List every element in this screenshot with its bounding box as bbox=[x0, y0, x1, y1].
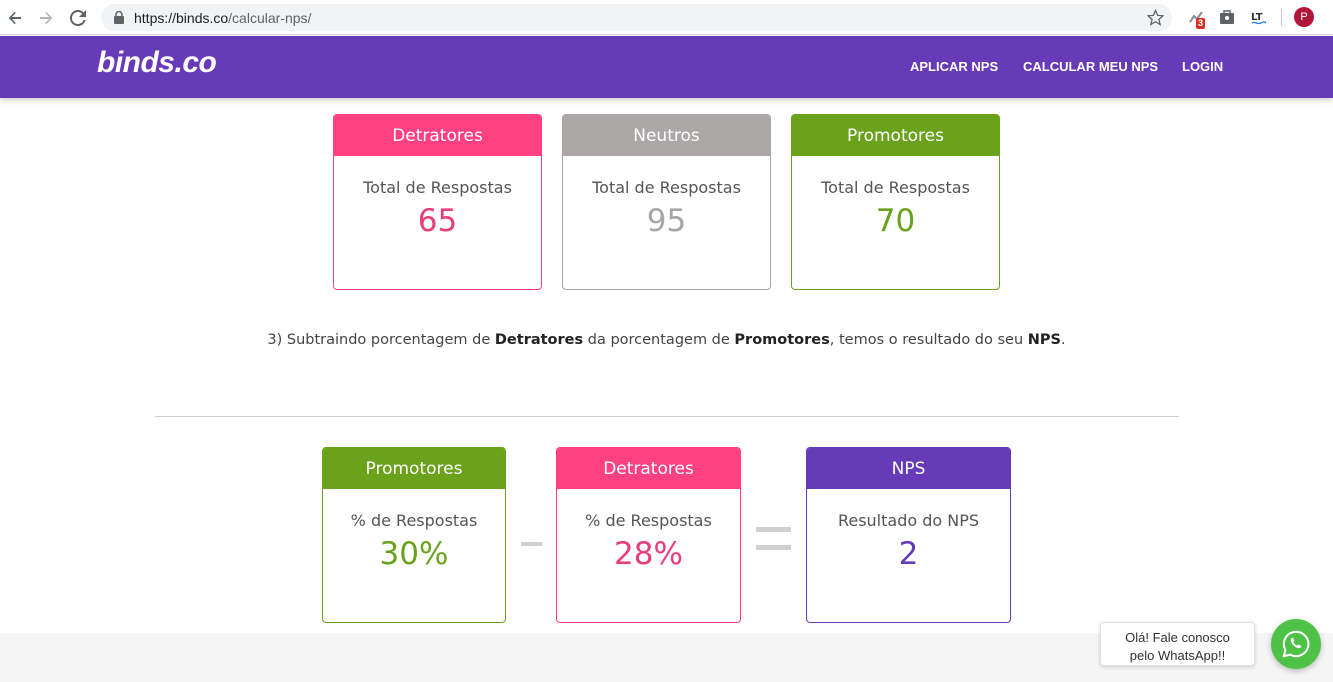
bag-extension-icon[interactable] bbox=[1218, 8, 1236, 26]
forward-icon[interactable] bbox=[35, 7, 57, 29]
url-text: https://binds.co/calcular-nps/ bbox=[134, 10, 312, 26]
profile-avatar[interactable]: P bbox=[1294, 7, 1314, 27]
step-3-text: 3) Subtraindo porcentagem de Detratores … bbox=[267, 332, 1066, 348]
extension-icon[interactable] bbox=[1187, 8, 1205, 26]
card-value: 28% bbox=[614, 536, 683, 572]
card-title: Detratores bbox=[334, 115, 541, 156]
card-title: Neutros bbox=[563, 115, 770, 156]
card-title: NPS bbox=[807, 448, 1010, 489]
card-value: 70 bbox=[875, 203, 916, 239]
whatsapp-icon bbox=[1282, 630, 1310, 658]
card-subtitle: Resultado do NPS bbox=[837, 511, 980, 530]
card-title: Promotores bbox=[323, 448, 505, 489]
lock-icon bbox=[114, 11, 124, 24]
whatsapp-button[interactable] bbox=[1271, 619, 1321, 669]
site-header: binds.co APLICAR NPS CALCULAR MEU NPS LO… bbox=[0, 36, 1333, 98]
bookmark-star-icon[interactable] bbox=[1147, 9, 1164, 26]
minus-sign-icon bbox=[521, 542, 542, 546]
browser-toolbar: https://binds.co/calcular-nps/ 3 LT P bbox=[0, 0, 1333, 35]
whatsapp-line-2: pelo WhatsApp!! bbox=[1129, 648, 1226, 663]
detratores-percent-card: Detratores % de Respostas 28% bbox=[556, 447, 741, 623]
promotores-percent-card: Promotores % de Respostas 30% bbox=[322, 447, 506, 623]
card-title: Detratores bbox=[557, 448, 740, 489]
site-logo[interactable]: binds.co bbox=[97, 46, 217, 79]
card-value: 30% bbox=[379, 536, 449, 572]
whatsapp-chat-bubble[interactable]: Olá! Fale conosco pelo WhatsApp!! bbox=[1100, 622, 1255, 666]
promotores-total-card: Promotores Total de Respostas 70 bbox=[791, 114, 1000, 290]
card-value: 2 bbox=[898, 536, 919, 572]
card-title: Promotores bbox=[792, 115, 999, 156]
nav-aplicar-nps[interactable]: APLICAR NPS bbox=[910, 59, 999, 74]
card-subtitle: Total de Respostas bbox=[592, 178, 741, 197]
whatsapp-line-1: Olá! Fale conosco bbox=[1125, 630, 1230, 645]
card-value: 65 bbox=[417, 203, 458, 239]
card-subtitle: % de Respostas bbox=[350, 511, 478, 530]
nav-calcular-meu-nps[interactable]: CALCULAR MEU NPS bbox=[1023, 59, 1159, 74]
lt-extension-icon[interactable]: LT bbox=[1250, 8, 1268, 26]
address-bar[interactable]: https://binds.co/calcular-nps/ bbox=[101, 4, 1172, 31]
nps-result-card: NPS Resultado do NPS 2 bbox=[806, 447, 1011, 623]
back-icon[interactable] bbox=[4, 7, 26, 29]
card-subtitle: Total de Respostas bbox=[363, 178, 512, 197]
toolbar-separator bbox=[1281, 9, 1282, 26]
neutros-total-card: Neutros Total de Respostas 95 bbox=[562, 114, 771, 290]
extension-badge: 3 bbox=[1196, 18, 1206, 29]
card-subtitle: Total de Respostas bbox=[821, 178, 970, 197]
svg-text:LT: LT bbox=[1251, 12, 1263, 23]
nav-login[interactable]: LOGIN bbox=[1182, 59, 1224, 74]
detratores-total-card: Detratores Total de Respostas 65 bbox=[333, 114, 542, 290]
card-value: 95 bbox=[646, 203, 687, 239]
section-divider bbox=[155, 416, 1179, 417]
reload-icon[interactable] bbox=[67, 7, 89, 29]
card-subtitle: % de Respostas bbox=[585, 511, 712, 530]
